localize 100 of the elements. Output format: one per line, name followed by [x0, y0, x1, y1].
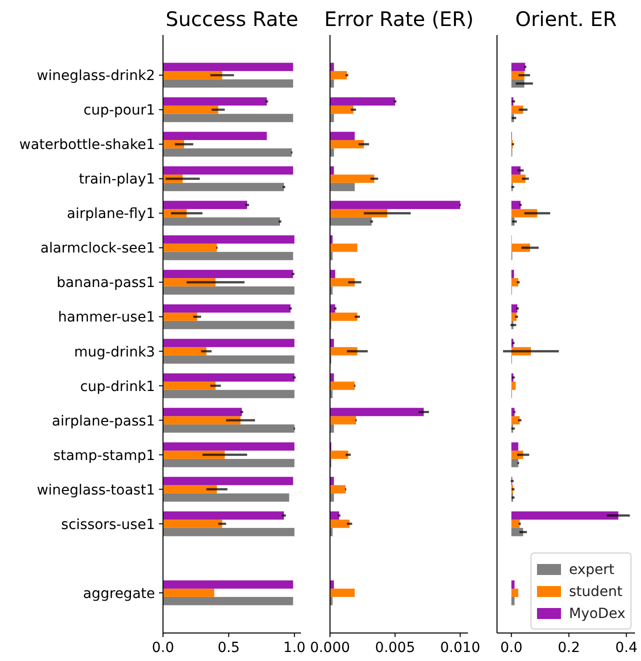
- chart-title: Orient. ER: [515, 7, 617, 31]
- bar: [511, 511, 618, 520]
- y-tick-label: cup-pour1: [84, 102, 155, 119]
- y-tick-label: waterbottle-shake1: [19, 137, 155, 154]
- bar: [330, 71, 347, 80]
- bar: [511, 304, 518, 313]
- bar: [163, 588, 214, 597]
- bar: [163, 106, 218, 114]
- bar: [511, 200, 521, 210]
- bar: [163, 338, 294, 348]
- bar: [330, 244, 358, 252]
- bar: [163, 458, 294, 468]
- bar: [330, 520, 350, 528]
- y-tick-label: airplane-pass1: [52, 413, 155, 430]
- bar: [330, 485, 346, 494]
- bar: [163, 286, 294, 295]
- bar: [163, 520, 222, 528]
- bar: [163, 580, 294, 589]
- bar: [163, 79, 294, 88]
- bar: [511, 588, 518, 597]
- x-tick-label: 0.010: [440, 640, 480, 656]
- y-tick-label: scissors-use1: [61, 516, 155, 533]
- bar: [163, 62, 294, 72]
- bar: [163, 355, 294, 364]
- bar: [163, 217, 280, 226]
- legend-label: MyoDex: [569, 606, 626, 622]
- y-tick-label: banana-pass1: [56, 275, 155, 292]
- bar: [511, 270, 514, 278]
- y-tick-label: cup-drink1: [80, 378, 155, 395]
- y-tick-label: aggregate: [83, 586, 155, 602]
- bar: [163, 148, 292, 157]
- x-tick-label: 0.005: [375, 640, 416, 656]
- bar: [330, 416, 356, 424]
- bar: [163, 166, 294, 175]
- bar: [511, 596, 515, 606]
- bar: [163, 476, 294, 486]
- bar: [163, 390, 294, 398]
- bar: [163, 382, 216, 390]
- bar: [511, 580, 515, 589]
- bar: [163, 252, 294, 260]
- bar: [163, 270, 294, 278]
- bar: [511, 278, 518, 286]
- bar: [163, 442, 294, 451]
- y-tick-label: stamp-stamp1: [53, 448, 155, 464]
- bar: [163, 97, 267, 106]
- bar: [511, 382, 516, 390]
- bar: [330, 450, 348, 459]
- y-tick-label: mug-drink3: [74, 344, 155, 360]
- y-tick-label: wineglass-drink2: [36, 68, 155, 84]
- bar: [330, 140, 364, 148]
- chart-title: Success Rate: [166, 7, 298, 31]
- bar: [163, 596, 294, 606]
- bar: [330, 200, 460, 210]
- bar: [163, 114, 294, 122]
- bar: [330, 182, 355, 192]
- bar: [511, 458, 518, 468]
- x-tick-label: 0.2: [558, 640, 580, 656]
- y-tick-label: train-play1: [78, 172, 155, 188]
- x-tick-label: 0.5: [218, 640, 240, 656]
- bar: [163, 304, 290, 313]
- bar: [511, 416, 520, 424]
- chart-title: Error Rate (ER): [324, 7, 474, 31]
- y-tick-label: alarmclock-see1: [40, 240, 155, 257]
- bar: [330, 97, 396, 106]
- x-tick-label: 0.0: [500, 640, 523, 656]
- bar: [511, 312, 517, 321]
- bar: [163, 373, 294, 382]
- bar: [330, 588, 355, 597]
- bar: [511, 442, 518, 451]
- legend-label: student: [569, 584, 624, 600]
- bar: [163, 182, 284, 192]
- bar: [330, 278, 355, 286]
- bar: [163, 71, 222, 80]
- bar: [163, 416, 241, 424]
- bar: [330, 312, 358, 321]
- bar: [163, 320, 294, 330]
- bar: [163, 485, 217, 494]
- bar: [330, 132, 355, 140]
- bar: [511, 106, 524, 114]
- bar: [511, 520, 520, 528]
- bar: [163, 235, 294, 244]
- bar: [163, 528, 294, 536]
- bar: [163, 424, 294, 433]
- legend-label: expert: [569, 562, 615, 578]
- bar: [330, 174, 374, 183]
- bar: [330, 106, 354, 114]
- x-tick-label: 0.0: [152, 640, 174, 656]
- y-tick-label: airplane-fly1: [66, 206, 155, 222]
- y-tick-label: wineglass-toast1: [36, 482, 155, 498]
- y-tick-label: hammer-use1: [58, 310, 155, 326]
- bar: [330, 382, 355, 390]
- bar: [163, 200, 248, 210]
- bar: [163, 312, 198, 321]
- bar: [163, 132, 267, 140]
- bar: [511, 174, 526, 183]
- bar: [163, 347, 206, 356]
- x-tick-label: 1.0: [283, 640, 306, 656]
- bar: [330, 217, 372, 226]
- bar: [163, 493, 290, 502]
- bar: [163, 408, 242, 416]
